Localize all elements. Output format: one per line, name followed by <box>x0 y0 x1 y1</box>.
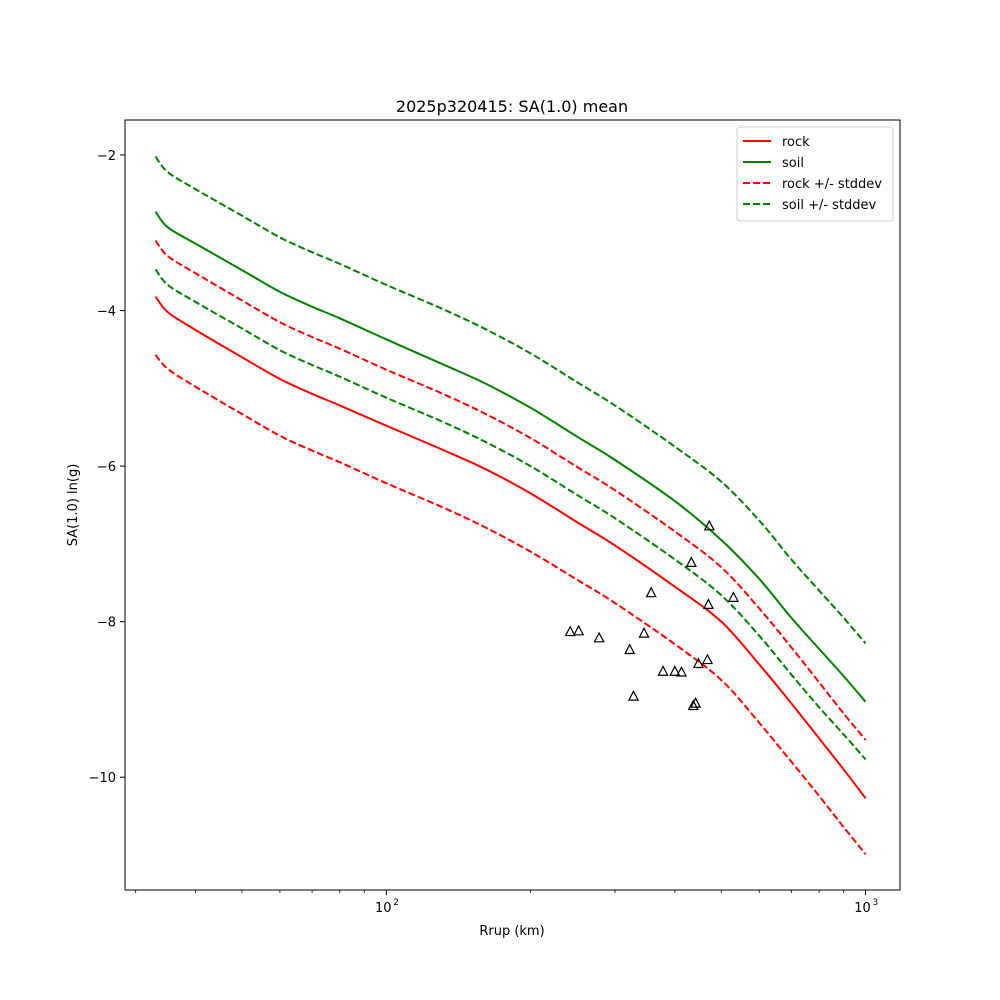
observation-point <box>638 627 650 638</box>
chart-title: 2025p320415: SA(1.0) mean <box>396 97 628 116</box>
observation-point <box>669 665 681 676</box>
observation-point <box>687 699 699 711</box>
series-line-soil <box>154 211 867 703</box>
plot-area <box>124 119 901 891</box>
y-tick-label: −4 <box>97 305 116 320</box>
x-tick-exponent: 3 <box>873 898 879 908</box>
x-tick-exponent: 2 <box>393 898 399 908</box>
observations-layer <box>564 519 739 711</box>
x-tick-label: 10 <box>375 901 392 916</box>
series-line-soil_minus <box>154 268 867 760</box>
legend-label: rock <box>782 135 810 150</box>
series-line-rock_plus <box>154 239 867 741</box>
y-tick-label: −10 <box>89 771 116 786</box>
y-tick-label: −8 <box>97 616 116 631</box>
legend-box <box>736 126 894 222</box>
observation-point <box>564 625 576 637</box>
observation-point <box>701 653 714 665</box>
observation-point <box>702 598 714 609</box>
y-tick-label: −2 <box>97 149 116 164</box>
legend-label: rock +/- stddev <box>782 177 882 192</box>
observation-point <box>645 586 657 598</box>
observation-point <box>703 519 715 531</box>
observation-point <box>692 657 705 669</box>
x-axis-label: Rrup (km) <box>479 924 544 939</box>
observation-point <box>675 665 688 677</box>
series-line-rock <box>154 295 867 799</box>
y-axis: −2 −4 −6 −8 −10 <box>89 149 125 786</box>
legend-label: soil <box>782 156 804 171</box>
series-line-rock_minus <box>154 354 867 855</box>
legend-label: soil +/- stddev <box>782 198 877 213</box>
series-line-soil_plus <box>154 155 867 645</box>
x-axis: 10 2 10 3 <box>135 890 879 916</box>
plot-frame <box>124 119 901 891</box>
observation-point <box>627 690 640 701</box>
observation-point <box>690 697 702 708</box>
observation-point <box>727 591 739 602</box>
legend: rock soil rock +/- stddev soil +/- stddev <box>736 126 894 222</box>
y-axis-label: SA(1.0) ln(g) <box>66 464 81 547</box>
observation-point <box>624 643 636 655</box>
observation-point <box>573 624 585 636</box>
y-tick-label: −6 <box>97 460 116 475</box>
observation-point <box>685 556 697 567</box>
series-layer <box>154 155 867 855</box>
observation-point <box>657 665 669 676</box>
observation-point <box>593 631 605 643</box>
x-tick-label: 10 <box>854 901 871 916</box>
